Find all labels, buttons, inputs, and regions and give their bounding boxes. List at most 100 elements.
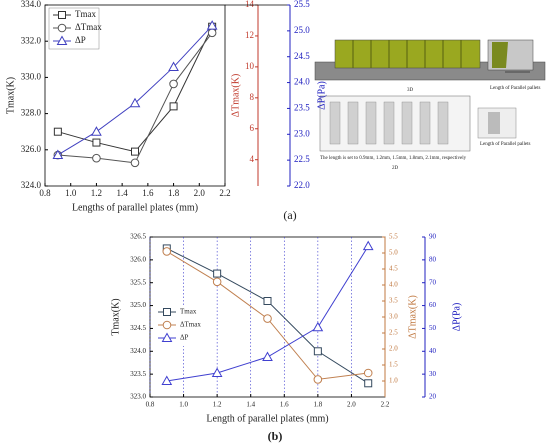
marker (58, 11, 66, 19)
y2-tick-label: 12 (245, 30, 254, 40)
y2-tick-label: 4.0 (389, 281, 398, 289)
marker (207, 28, 217, 38)
marker (313, 375, 323, 384)
note-2d: The length is set to 0.9mm, 1.2mm, 1.5mm… (320, 156, 467, 161)
y3-tick-label: 90 (429, 233, 437, 241)
y-axis-label: Tmax(K) (5, 77, 16, 114)
diagram-3d: 3D Length of Parallel pallets (314, 39, 546, 93)
marker (169, 79, 178, 89)
y-tick-label: 324.0 (130, 347, 146, 355)
marker (212, 277, 222, 287)
marker (363, 368, 373, 378)
marker (206, 20, 218, 30)
marker (262, 351, 273, 361)
x-tick-label: 1.8 (168, 188, 180, 198)
y2-tick-label: 10 (245, 61, 255, 71)
x-tick-label: 1.0 (65, 188, 77, 198)
x-tick-label: 1.2 (91, 188, 102, 198)
y2-axis-label: ΔTmax(K) (230, 74, 241, 118)
y-tick-label: 323.5 (130, 370, 146, 378)
marker (313, 347, 322, 356)
y-tick-label: 323.0 (130, 393, 146, 401)
y-tick-label: 325.5 (130, 278, 146, 286)
plate-gaps (352, 40, 462, 68)
x-tick-label: 1.4 (246, 401, 255, 409)
y3-tick-label: 80 (429, 255, 437, 263)
marker (131, 147, 139, 156)
y3-tick-label: 50 (429, 324, 437, 332)
marker (92, 153, 101, 163)
y2-tick-label: 4.5 (389, 265, 398, 273)
y3-axis-label: ΔP(Pa) (316, 81, 327, 110)
y2-tick-label: 5.5 (389, 233, 398, 241)
y2-tick-label: 5.0 (389, 249, 398, 257)
y2-tick-label: 1.0 (389, 377, 398, 385)
marker (52, 149, 64, 159)
y2-tick-label: 8 (250, 92, 255, 102)
marker (130, 158, 140, 168)
y3-tick-label: 24.0 (294, 77, 310, 87)
plot-frame (44, 4, 226, 187)
y2-tick-label: 2.5 (389, 329, 398, 337)
y2-tick-label: 3.5 (389, 297, 398, 305)
pointer-2d: Length of Parallel pallets (480, 142, 530, 147)
y-tick-label: 328.0 (21, 108, 42, 118)
pointer-3d: Length of Parallel pallets (490, 86, 540, 91)
marker (263, 314, 272, 323)
y2-tick-label: 1.5 (389, 361, 398, 369)
marker (168, 61, 179, 72)
plates-2d (329, 101, 449, 145)
marker (211, 367, 223, 377)
legend-label: ΔP (75, 35, 86, 45)
x-tick-label: 0.8 (146, 401, 155, 409)
marker (92, 138, 101, 147)
y3-tick-label: 23.0 (294, 128, 310, 138)
y2-tick-label: 3.0 (389, 313, 398, 321)
y3-tick-label: 22.5 (294, 154, 310, 164)
marker (53, 127, 62, 136)
x-tick-label: 1.2 (213, 401, 222, 409)
y-tick-label: 324.0 (21, 180, 42, 190)
y2-tick-label: 4 (250, 154, 255, 164)
y-tick-label: 326.0 (130, 255, 146, 263)
y3-tick-label: 70 (429, 278, 437, 286)
y3-axis-label: ΔP(Pa) (451, 303, 462, 332)
marker (213, 269, 222, 278)
marker (263, 297, 272, 305)
y-tick-label: 334.0 (21, 0, 42, 9)
x-tick-label: 1.6 (280, 401, 289, 409)
marker (364, 379, 373, 388)
y2-tick-label: 2.0 (389, 345, 398, 353)
marker (161, 332, 173, 342)
x-tick-label: 2.2 (381, 401, 390, 409)
zoom-plate (492, 42, 508, 68)
y2-tick-label: 6 (250, 123, 255, 133)
x-tick-label: 1.0 (179, 401, 188, 409)
x-tick-label: 2.0 (194, 188, 206, 198)
y3-tick-label: 23.5 (294, 102, 310, 112)
y3-tick-label: 22.0 (294, 180, 310, 190)
x-tick-label: 2.0 (347, 401, 356, 409)
x-tick-label: 1.8 (313, 401, 322, 409)
legend-label: ΔTmax (180, 321, 201, 329)
label-3d: 3D (407, 88, 414, 93)
marker (129, 97, 141, 108)
x-tick-label: 1.6 (142, 188, 154, 198)
y2-tick-label: 14 (245, 0, 255, 9)
y-tick-label: 325.0 (130, 301, 146, 309)
marker (169, 102, 178, 111)
legend-label: Tmax (180, 308, 197, 316)
marker (161, 375, 173, 385)
diagram-2d: Length of Parallel pallets The length is… (319, 95, 530, 171)
x-axis-label: Length of parallel plates (mm) (206, 413, 328, 424)
y3-tick-label: 30 (429, 370, 437, 378)
marker (162, 247, 172, 256)
x-axis-label: Lengths of parallel plates (mm) (72, 202, 198, 213)
y3-tick-label: 24.5 (294, 51, 310, 61)
caption: (a) (283, 208, 296, 222)
y-tick-label: 330.0 (21, 71, 42, 81)
marker (91, 126, 102, 136)
y2-axis-label: ΔTmax(K) (407, 295, 418, 339)
marker (163, 308, 171, 316)
